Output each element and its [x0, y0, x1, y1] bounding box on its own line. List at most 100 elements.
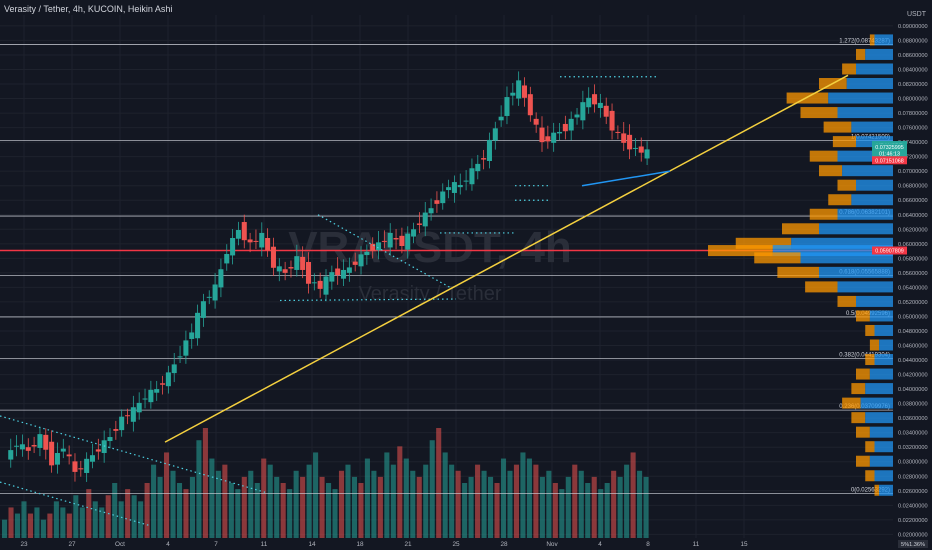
time-axis-tick-label: 8: [646, 541, 650, 548]
candle-body: [481, 158, 487, 160]
volume-bar: [546, 470, 552, 538]
price-badge-box: [872, 246, 907, 255]
volume-bar: [254, 483, 260, 538]
candle-body: [19, 444, 25, 450]
volume-profile-bar-up: [879, 339, 893, 351]
volume-profile-bar-up: [837, 107, 893, 119]
volume-profile-bar-up: [837, 150, 893, 162]
candle-body: [37, 434, 43, 448]
volume-bar: [183, 489, 189, 538]
candle-body: [568, 118, 574, 131]
price-axis-tick-label: 0.07000000: [898, 169, 928, 175]
volume-profile-bar-down: [786, 92, 829, 104]
candle-body: [358, 254, 364, 267]
volume-bar: [410, 470, 416, 538]
volume-bar: [481, 470, 487, 538]
volume-bar: [500, 458, 507, 538]
volume-bar: [371, 470, 377, 538]
candle-body: [43, 434, 49, 450]
volume-bar: [319, 476, 325, 538]
price-axis-tick-label: 0.05000000: [898, 314, 928, 320]
price-axis-tick-label: 0.08400000: [898, 67, 928, 73]
volume-bar: [228, 483, 234, 538]
volume-profile-bar-down: [823, 121, 852, 133]
candle-body: [130, 407, 136, 422]
volume-bar: [2, 519, 8, 538]
volume-bar: [513, 464, 519, 538]
candle-body: [60, 448, 66, 452]
candle-body: [165, 372, 171, 387]
candle-body: [580, 102, 586, 121]
candle-body: [428, 208, 434, 214]
volume-profile-bar-up: [874, 34, 893, 46]
candle-body: [142, 398, 148, 400]
volume-bar: [442, 452, 448, 538]
candle-body: [340, 269, 347, 279]
candle-body: [95, 449, 101, 452]
price-axis-tick-label: 0.05600000: [898, 271, 928, 277]
volume-bar: [60, 507, 66, 538]
price-axis-tick-label: 0.05400000: [898, 285, 928, 291]
volume-bar: [449, 464, 455, 538]
volume-bar: [488, 476, 494, 538]
volume-profile-bar-up: [800, 252, 893, 264]
volume-bar: [326, 483, 332, 538]
time-axis-tick-label: 14: [308, 541, 316, 548]
volume-bar: [151, 464, 157, 538]
volume-bar: [585, 483, 591, 538]
price-badge-label: 01:46:13: [879, 152, 900, 158]
candle-body: [160, 383, 166, 385]
volume-bar: [131, 495, 137, 538]
volume-bar: [209, 458, 215, 538]
volume-bar: [235, 489, 241, 538]
time-axis-tick-label: 18: [356, 541, 364, 548]
volume-profile-bar-down: [869, 339, 880, 351]
candle-body: [405, 233, 411, 250]
volume-bar: [377, 476, 383, 538]
candle-body: [270, 246, 276, 268]
price-axis-tick-label: 0.07800000: [898, 111, 928, 117]
volume-profile-bar-up: [851, 121, 893, 133]
neckline-segment: [581, 170, 671, 187]
price-axis-tick-label: 0.03600000: [898, 416, 928, 422]
volume-profile-bar-down: [735, 237, 792, 249]
candle-body: [469, 168, 475, 185]
volume-bar: [202, 428, 208, 538]
candle-body: [14, 445, 20, 447]
volume-profile-bar-down: [856, 455, 870, 467]
candle-body: [632, 147, 638, 149]
volume-bar: [351, 476, 357, 538]
price-axis-tick-label: 0.08800000: [898, 38, 928, 44]
volume-bar: [300, 476, 306, 538]
volume-profile-bar-down: [842, 397, 861, 409]
time-axis-tick-label: 23: [20, 541, 28, 548]
candle-body: [451, 182, 457, 193]
price-axis-tick-label: 0.08600000: [898, 53, 928, 59]
time-axis-tick-label: 11: [261, 541, 268, 548]
time-axis-tick-label: Oct: [115, 541, 125, 548]
bottom-badge-label: 5%1.36%: [901, 542, 925, 548]
candle-body: [615, 131, 621, 133]
candle-body: [154, 389, 160, 393]
volume-bar: [643, 476, 649, 538]
volume-bar: [105, 495, 111, 538]
candle-body: [288, 267, 294, 269]
price-axis-tick-label: 0.02200000: [898, 518, 928, 524]
volume-profile-bar-down: [851, 412, 866, 424]
candle-body: [317, 280, 323, 289]
volume-profile-bar-up: [865, 48, 893, 60]
volume-profile-bar-down: [805, 281, 838, 293]
candle-body: [352, 261, 358, 265]
price-axis-tick-label: 0.03400000: [898, 431, 928, 437]
candle-body: [148, 389, 154, 403]
candle-body: [521, 85, 528, 98]
volume-bar: [267, 464, 273, 538]
time-axis-tick-label: 4: [598, 541, 602, 548]
volume-bar: [475, 464, 481, 538]
watermark-name: Verasity / Tether: [358, 283, 501, 305]
price-axis-tick-label: 0.06400000: [898, 213, 928, 219]
candle-body: [446, 187, 452, 191]
time-axis-tick-label: 28: [500, 541, 508, 548]
candle-body: [370, 243, 376, 252]
